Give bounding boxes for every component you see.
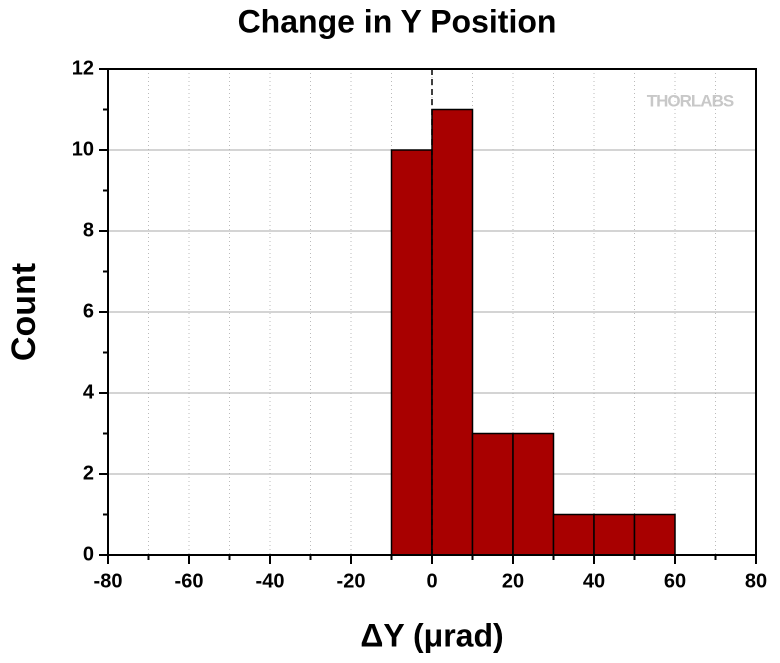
bar [471,432,514,556]
x-tick-label: 0 [426,570,437,592]
x-tick-label: 80 [745,570,767,592]
y-tick-label: 12 [72,57,94,79]
y-tick-label: 0 [83,543,94,565]
x-tick-label: 20 [502,570,524,592]
y-tick-label: 10 [72,138,94,160]
x-tick-label: -60 [175,570,204,592]
y-tick-label: 4 [83,381,95,403]
x-tick-label: -80 [94,570,123,592]
x-tick-label: 40 [583,570,605,592]
bar [390,149,433,556]
x-tick-label: -40 [256,570,285,592]
bar [593,513,636,556]
watermark: THORLABS [647,91,734,110]
x-tick-label: 60 [664,570,686,592]
plot-frame [107,68,757,556]
bar [512,432,555,556]
bar [552,513,595,556]
x-axis-label: ΔY (μrad) [360,617,503,653]
x-tick-label: -20 [337,570,366,592]
y-tick-label: 6 [83,300,94,322]
bar [633,513,676,556]
y-axis-label: Count [5,263,43,361]
chart-title: Change in Y Position [238,3,557,39]
y-tick-label: 2 [83,462,94,484]
bar [431,108,474,556]
y-tick-label: 8 [83,219,94,241]
